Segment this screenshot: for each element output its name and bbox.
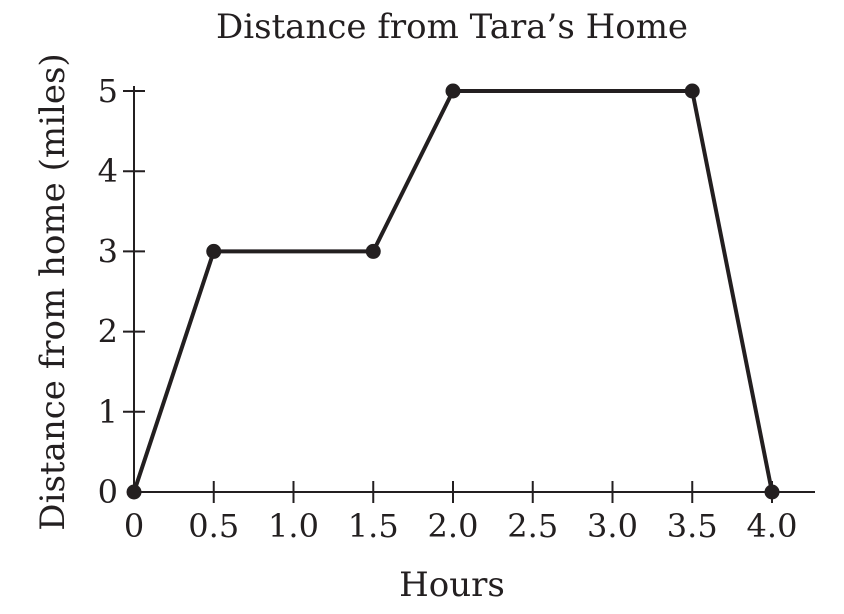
ticks: 0 0.5 1.0 1.5 2.0 2.5 3.0 3.5 4.0 0 1 2 3 4 5 bbox=[98, 72, 798, 545]
x-tick-label: 2.0 bbox=[428, 507, 479, 545]
series-layer bbox=[126, 83, 780, 500]
x-tick-label: 0.5 bbox=[188, 507, 239, 545]
axes bbox=[133, 86, 815, 493]
data-point bbox=[764, 484, 780, 500]
x-tick-label: 3.0 bbox=[587, 507, 638, 545]
data-point bbox=[126, 484, 142, 500]
y-axis-title: Distance from home (miles) bbox=[33, 53, 73, 530]
x-tick-label: 0 bbox=[124, 507, 144, 545]
y-tick-label: 5 bbox=[98, 72, 118, 110]
x-axis-title: Hours bbox=[399, 565, 505, 605]
data-point bbox=[206, 243, 222, 259]
series-line bbox=[132, 89, 774, 493]
y-tick-label: 4 bbox=[98, 152, 118, 190]
x-tick-label: 3.5 bbox=[667, 507, 718, 545]
x-tick-label: 1.0 bbox=[268, 507, 319, 545]
x-tick-label: 4.0 bbox=[747, 507, 798, 545]
x-tick-label: 2.5 bbox=[507, 507, 558, 545]
x-tick-label: 1.5 bbox=[348, 507, 399, 545]
data-point bbox=[684, 83, 700, 99]
data-point bbox=[445, 83, 461, 99]
data-point bbox=[365, 243, 381, 259]
y-tick-label: 1 bbox=[98, 393, 118, 431]
y-tick-label: 0 bbox=[98, 473, 118, 511]
y-tick-label: 3 bbox=[98, 232, 118, 270]
y-tick-label: 2 bbox=[98, 313, 118, 351]
chart-title: Distance from Tara’s Home bbox=[216, 7, 688, 47]
